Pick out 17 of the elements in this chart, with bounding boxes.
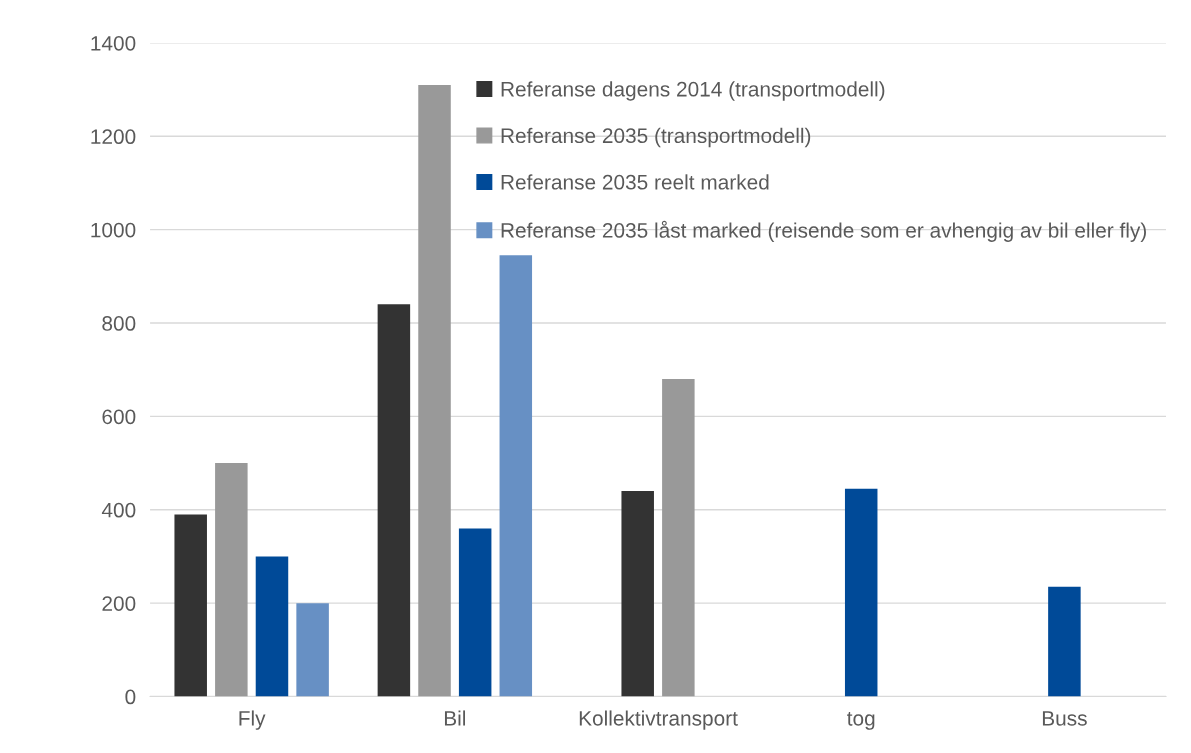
y-tick-label: 600 — [102, 409, 136, 425]
x-tick-label: tog — [847, 712, 875, 730]
legend-label: Referanse 2035 (transportmodell) — [501, 127, 811, 148]
y-tick-label: 1400 — [91, 35, 136, 51]
legend-label: Referanse 2035 reelt marked — [501, 174, 769, 190]
x-tick-label: Kollektivtransport — [579, 710, 738, 730]
y-tick-label: 200 — [102, 596, 136, 611]
y-tick-label: 400 — [101, 502, 136, 518]
x-tick-label: Buss — [1042, 711, 1087, 726]
x-tick-label: Fly — [239, 710, 266, 730]
legend-label: Referanse 2035 låst marked (reisende som er avhengig av bil eller fly) — [501, 220, 1146, 242]
x-tick-label: Bil — [444, 710, 466, 726]
y-tick-label: 800 — [102, 316, 136, 331]
y-tick-label: 1000 — [91, 222, 136, 238]
legend-label: Referanse dagens 2014 (transportmodell) — [501, 81, 885, 101]
y-tick-label: 0 — [125, 689, 136, 705]
y-tick-label: 1200 — [91, 129, 136, 145]
